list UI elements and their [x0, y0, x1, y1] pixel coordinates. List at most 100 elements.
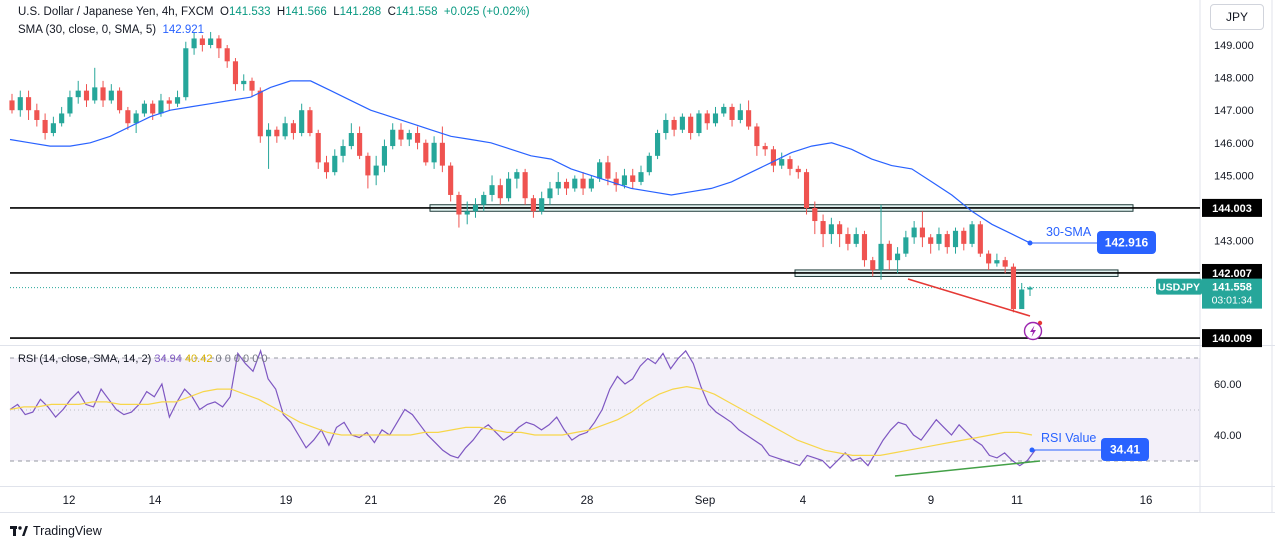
candle[interactable]: [837, 221, 843, 248]
candle[interactable]: [613, 172, 619, 192]
candle[interactable]: [721, 103, 727, 117]
candle[interactable]: [977, 221, 983, 257]
candle[interactable]: [357, 126, 363, 160]
rsi-annotation-label[interactable]: RSI Value: [1041, 431, 1096, 445]
candle[interactable]: [580, 172, 586, 195]
candle[interactable]: [75, 80, 81, 104]
candle[interactable]: [704, 110, 710, 130]
candle[interactable]: [216, 35, 222, 59]
candle[interactable]: [497, 178, 503, 205]
candle[interactable]: [489, 175, 495, 202]
candle[interactable]: [621, 168, 628, 189]
candle[interactable]: [530, 194, 536, 218]
candle[interactable]: [406, 129, 412, 147]
candle[interactable]: [754, 123, 760, 156]
candle[interactable]: [737, 103, 743, 124]
candle[interactable]: [663, 113, 669, 140]
candle[interactable]: [795, 165, 801, 179]
candle[interactable]: [472, 198, 479, 218]
candle[interactable]: [506, 172, 512, 202]
rsi-trendline[interactable]: [894, 460, 1041, 477]
candle[interactable]: [729, 103, 735, 127]
candle[interactable]: [34, 103, 40, 127]
candle[interactable]: [903, 230, 909, 257]
candle[interactable]: [50, 116, 56, 137]
candle[interactable]: [108, 84, 114, 104]
candle[interactable]: [83, 84, 90, 107]
candle[interactable]: [323, 155, 330, 179]
symbol-title[interactable]: U.S. Dollar / Japanese Yen, 4h, FXCM: [18, 6, 214, 18]
candle[interactable]: [514, 168, 520, 189]
sma-line[interactable]: [9, 80, 1033, 245]
candle[interactable]: [911, 221, 917, 244]
candle[interactable]: [679, 113, 685, 134]
candle[interactable]: [348, 123, 354, 150]
candle[interactable]: [232, 58, 239, 91]
candle[interactable]: [986, 250, 992, 270]
candle[interactable]: [249, 77, 255, 98]
candle[interactable]: [820, 214, 826, 248]
candle[interactable]: [42, 113, 48, 140]
candle[interactable]: [241, 74, 247, 91]
event-marker[interactable]: [1023, 321, 1043, 341]
candle[interactable]: [67, 90, 73, 117]
candle[interactable]: [936, 227, 942, 251]
currency-button[interactable]: JPY: [1210, 4, 1264, 30]
tradingview-brand[interactable]: TradingView: [10, 524, 102, 538]
price-trendline[interactable]: [907, 278, 1031, 317]
candle[interactable]: [779, 152, 785, 169]
candle[interactable]: [746, 100, 752, 130]
candle[interactable]: [762, 142, 768, 156]
candle[interactable]: [688, 113, 694, 140]
candle[interactable]: [332, 149, 338, 176]
candle[interactable]: [944, 230, 950, 254]
candle[interactable]: [961, 227, 967, 251]
candle[interactable]: [853, 227, 859, 248]
candle[interactable]: [812, 201, 818, 235]
candle[interactable]: [696, 110, 702, 137]
candle[interactable]: [191, 31, 197, 55]
plot-area[interactable]: [0, 0, 1200, 486]
candle[interactable]: [803, 168, 810, 215]
candle[interactable]: [224, 45, 230, 68]
candle[interactable]: [654, 129, 661, 160]
candle[interactable]: [919, 211, 925, 248]
candle[interactable]: [257, 87, 263, 143]
candle[interactable]: [671, 116, 677, 137]
candle[interactable]: [381, 139, 388, 173]
candle[interactable]: [895, 247, 901, 274]
candle[interactable]: [886, 240, 892, 270]
candle[interactable]: [555, 172, 561, 195]
candle[interactable]: [952, 227, 959, 254]
candle[interactable]: [307, 106, 313, 137]
candle[interactable]: [365, 152, 371, 189]
candle[interactable]: [1027, 286, 1033, 297]
candle[interactable]: [861, 230, 868, 267]
candle[interactable]: [638, 165, 644, 186]
rsi-line[interactable]: [9, 348, 1036, 469]
candle[interactable]: [315, 129, 321, 169]
candle[interactable]: [448, 162, 454, 202]
candle[interactable]: [274, 126, 280, 143]
candle[interactable]: [588, 175, 594, 192]
candle[interactable]: [464, 201, 470, 225]
candle[interactable]: [969, 221, 975, 248]
candle[interactable]: [208, 31, 214, 49]
candle[interactable]: [563, 178, 570, 195]
candle[interactable]: [828, 217, 834, 244]
candle[interactable]: [17, 90, 23, 117]
rsi-title[interactable]: RSI (14, close, SMA, 14, 2): [18, 353, 152, 365]
candle[interactable]: [878, 204, 884, 280]
candle[interactable]: [928, 234, 934, 254]
candle[interactable]: [1010, 263, 1017, 313]
candle[interactable]: [547, 181, 553, 205]
candle[interactable]: [845, 227, 851, 251]
candle[interactable]: [1019, 282, 1025, 310]
candle[interactable]: [100, 80, 106, 107]
candle[interactable]: [423, 139, 429, 166]
candle[interactable]: [25, 90, 32, 120]
candle[interactable]: [712, 106, 719, 127]
candle[interactable]: [572, 175, 578, 192]
candle[interactable]: [481, 191, 487, 212]
